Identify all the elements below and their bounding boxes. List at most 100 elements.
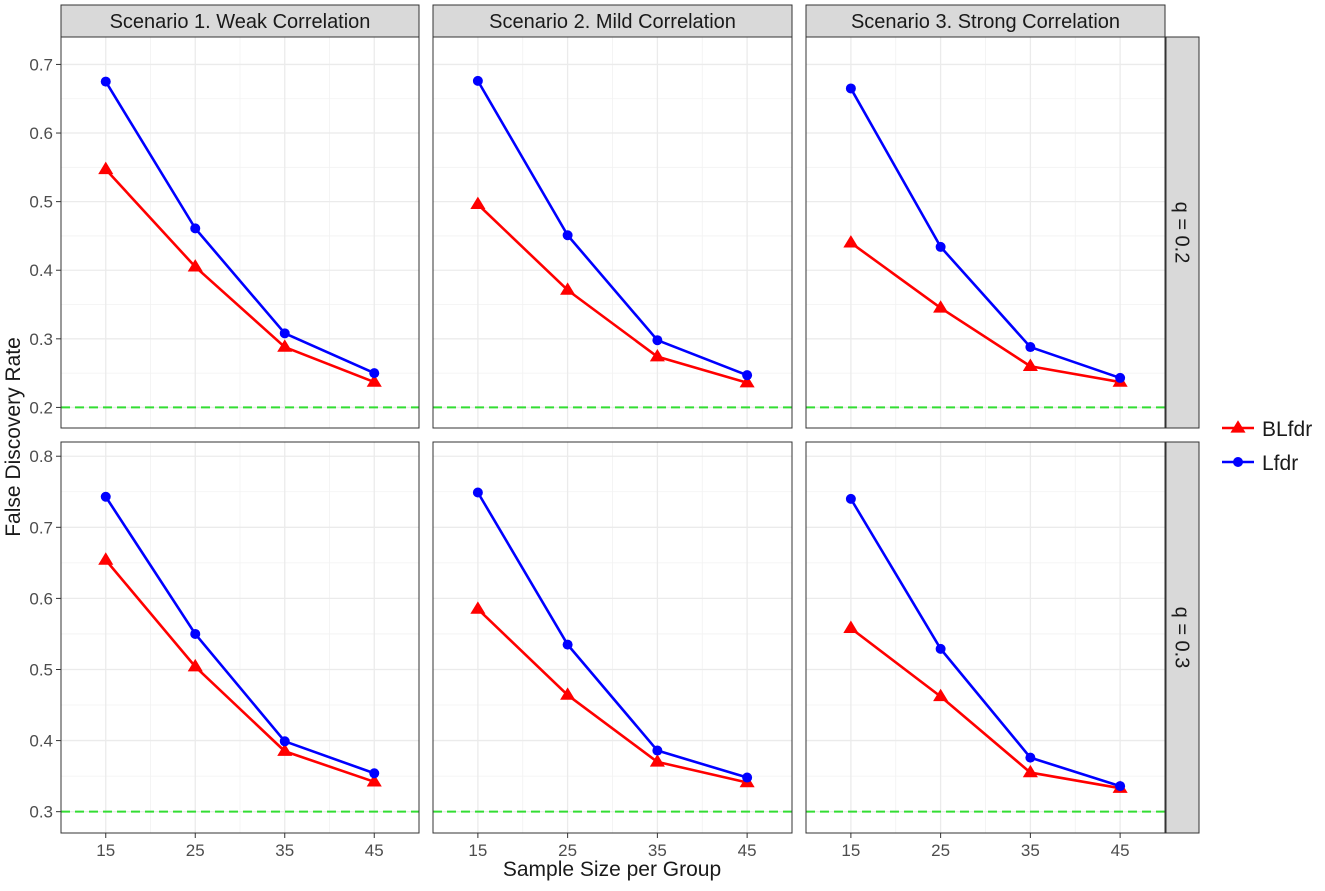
x-tick-label: 15 [96, 841, 115, 860]
series-line-lfdr [104, 496, 375, 775]
data-point-lfdr [652, 745, 663, 756]
series-line-lfdr [104, 80, 375, 375]
panel-border [60, 441, 420, 834]
data-point-blfdr [843, 235, 859, 248]
series-line-blfdr [850, 627, 1121, 790]
y-tick-label: 0.5 [29, 660, 53, 679]
data-point-lfdr [472, 75, 483, 86]
data-point-blfdr [649, 754, 665, 767]
facet-panel [432, 441, 793, 834]
series-line-blfdr [104, 168, 375, 384]
data-point-lfdr [369, 768, 380, 779]
y-axis-title: False Discovery Rate [2, 337, 25, 537]
data-point-blfdr [366, 374, 382, 387]
facet-strip-column [805, 4, 1166, 38]
data-point-blfdr [843, 620, 859, 633]
y-tick-label: 0.4 [29, 261, 53, 280]
x-tick-label: 35 [648, 841, 667, 860]
data-point-lfdr [190, 223, 201, 234]
y-tick-label: 0.6 [29, 589, 53, 608]
legend-label: Lfdr [1262, 452, 1298, 475]
data-point-lfdr [369, 368, 380, 379]
data-point-blfdr [277, 339, 293, 352]
data-point-blfdr [560, 687, 576, 700]
y-tick-label: 0.5 [29, 193, 53, 212]
data-point-blfdr [933, 688, 949, 702]
data-point-blfdr [98, 552, 114, 565]
facet-strip-column [432, 4, 793, 38]
panels-layer [60, 36, 1166, 834]
x-tick-label: 25 [558, 841, 577, 860]
data-point-lfdr [100, 491, 111, 502]
series-line-lfdr [476, 491, 748, 779]
data-point-lfdr [845, 493, 856, 504]
x-tick-label: 35 [275, 841, 294, 860]
data-point-lfdr [742, 772, 753, 783]
series-line-blfdr [476, 608, 748, 784]
legend-layer: BLfdr Lfdr [1222, 418, 1312, 475]
data-point-lfdr [1025, 342, 1036, 353]
data-point-blfdr [649, 348, 665, 362]
facet-strip-row-label: q = 0.3 [1171, 607, 1193, 669]
facet-panel [432, 36, 793, 429]
data-point-lfdr [190, 628, 201, 639]
data-point-blfdr [187, 259, 203, 272]
y-tick-label: 0.3 [29, 803, 53, 822]
x-tick-label: 35 [1021, 841, 1040, 860]
series-line-lfdr [849, 87, 1121, 380]
data-point-lfdr [742, 370, 753, 381]
data-point-lfdr [279, 736, 290, 747]
y-tick-label: 0.2 [29, 398, 53, 417]
x-tick-label: 45 [365, 841, 384, 860]
data-point-lfdr [652, 335, 663, 346]
x-tick-label: 45 [1111, 841, 1130, 860]
facet-panel [60, 441, 420, 834]
data-point-blfdr [560, 282, 576, 295]
y-tick-label: 0.6 [29, 124, 53, 143]
facet-strip-column-label: Scenario 3. Strong Correlation [851, 11, 1120, 33]
facet-strip-row [1165, 441, 1200, 834]
data-point-lfdr [1115, 781, 1126, 792]
data-point-lfdr [279, 328, 290, 339]
data-point-lfdr [935, 643, 946, 654]
x-axis-title: Sample Size per Group [503, 858, 721, 881]
series-line-blfdr [104, 559, 375, 784]
data-point-lfdr [1115, 372, 1126, 383]
series-line-lfdr [849, 498, 1121, 788]
legend-item: BLfdr [1222, 418, 1312, 441]
x-tick-label: 15 [468, 841, 487, 860]
series-line-blfdr [850, 241, 1121, 384]
facet-strip-column [60, 4, 420, 38]
data-point-blfdr [470, 601, 486, 614]
data-point-blfdr [470, 196, 486, 210]
legend-key-marker [1230, 420, 1246, 433]
legend-key-marker [1233, 457, 1243, 467]
facet-panel [805, 441, 1166, 834]
facet-strip-row [1165, 36, 1200, 429]
panel-border [805, 441, 1166, 834]
data-point-blfdr [277, 743, 293, 756]
facet-strip-row-label: q = 0.2 [1171, 202, 1193, 264]
x-tick-label: 15 [841, 841, 860, 860]
y-tick-label: 0.4 [29, 732, 53, 751]
data-point-lfdr [935, 241, 946, 252]
axes-layer: Scenario 1. Weak Correlation Scenario 2. … [29, 4, 1200, 860]
y-tick-label: 0.7 [29, 518, 53, 537]
data-point-blfdr [933, 300, 949, 313]
facet-strip-column-label: Scenario 2. Mild Correlation [489, 11, 736, 33]
y-tick-label: 0.3 [29, 330, 53, 349]
facet-strip-column-label: Scenario 1. Weak Correlation [110, 11, 371, 33]
data-point-lfdr [562, 230, 573, 241]
series-line-blfdr [476, 203, 748, 384]
data-point-lfdr [1025, 752, 1036, 763]
data-point-lfdr [472, 487, 483, 498]
data-point-blfdr [187, 658, 203, 672]
data-point-blfdr [739, 375, 755, 388]
facet-panel [805, 36, 1166, 429]
data-point-blfdr [1022, 764, 1038, 778]
data-point-lfdr [100, 76, 111, 87]
data-point-lfdr [562, 639, 573, 650]
y-tick-label: 0.7 [29, 55, 53, 74]
